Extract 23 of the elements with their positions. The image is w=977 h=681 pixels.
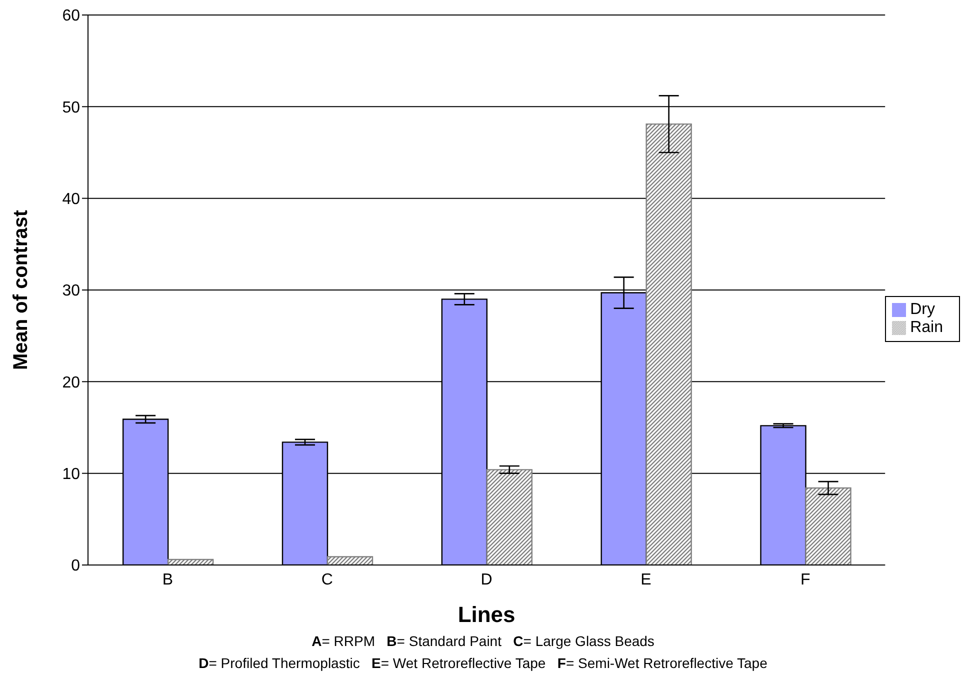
x-tick-label: B	[162, 571, 174, 588]
bar	[805, 487, 852, 565]
y-tick-label: 40	[62, 191, 80, 208]
bar	[167, 558, 214, 565]
y-tick-label: 10	[62, 466, 80, 484]
bar	[646, 123, 692, 565]
text: D= Profiled Thermoplastic E= Wet Retroreflective Tape F= Semi-Wet Retroreflective Tape	[198, 655, 768, 671]
legend-label: Dry	[910, 301, 935, 318]
y-tick-label: 30	[62, 282, 80, 300]
bar	[486, 469, 533, 565]
x-tick-label: F	[800, 571, 810, 588]
x-tick-label: D	[480, 571, 492, 588]
y-tick-label: 60	[62, 8, 80, 25]
x-tick-label: E	[640, 571, 652, 588]
y-tick-label: 20	[62, 374, 80, 392]
bar	[326, 556, 374, 565]
y-tick-label: 50	[62, 99, 80, 116]
x-tick-label: C	[321, 571, 333, 588]
legend-label: Rain	[910, 319, 943, 336]
y-tick-label: 0	[71, 558, 80, 575]
y-axis-title: Mean of contrast	[10, 210, 32, 370]
text: A= RRPM B= Standard Paint C= Large Glass Beads	[312, 633, 654, 649]
x-axis-title: Lines	[458, 602, 516, 627]
